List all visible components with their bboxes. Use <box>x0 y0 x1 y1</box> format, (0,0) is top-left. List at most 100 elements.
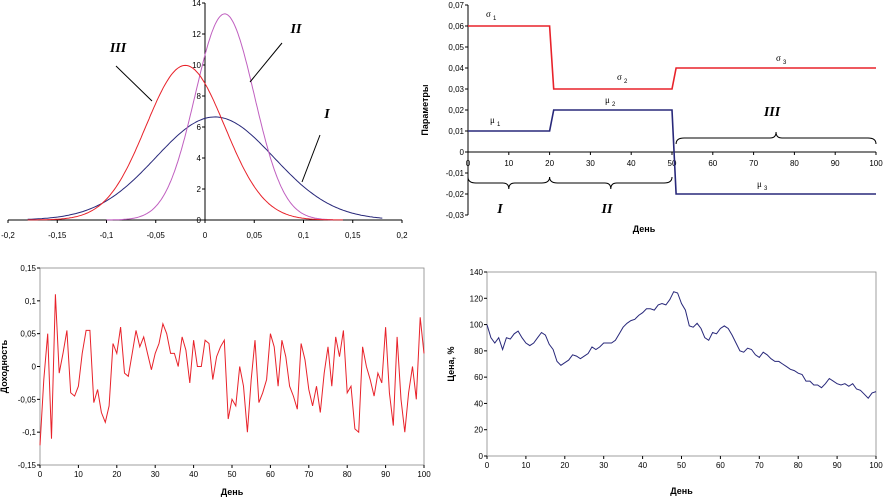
x-axis-title: День <box>221 487 244 497</box>
x-tick-label: 60 <box>716 461 725 470</box>
y-tick-label: 60 <box>474 373 483 382</box>
x-tick-label: 0,1 <box>298 231 310 240</box>
y-tick-label: 0,03 <box>448 85 464 94</box>
x-tick-label: 100 <box>869 461 883 470</box>
x-tick-label: 90 <box>833 461 842 470</box>
region-label-ii: II <box>601 202 613 217</box>
y-tick-label: -0,05 <box>18 395 37 404</box>
x-tick-label: 30 <box>586 159 595 168</box>
x-tick-label: 100 <box>417 470 431 479</box>
y-axis-title: Цена, % <box>446 346 456 381</box>
y-tick-label: 12 <box>192 30 201 39</box>
density-curve-ii <box>106 13 334 221</box>
label-curve-iii: III <box>109 41 127 56</box>
x-tick-label: 10 <box>504 159 513 168</box>
y-tick-label: 0,05 <box>20 330 36 339</box>
mu1-label-subscript: 1 <box>497 122 501 128</box>
leader-line-ii <box>249 42 283 83</box>
mu3-label: μ <box>757 179 762 189</box>
label-curve-ii: II <box>290 22 302 37</box>
sigma1-label-subscript: 1 <box>493 16 497 22</box>
y-tick-label: -0,01 <box>446 169 465 178</box>
sigma1-label: σ <box>486 9 491 19</box>
y-tick-label: 0,05 <box>448 43 464 52</box>
brace-region-i <box>467 176 551 190</box>
y-tick-label: 0,02 <box>448 106 464 115</box>
y-axis-title: Параметры <box>420 84 430 135</box>
x-tick-label: 50 <box>668 159 677 168</box>
x-tick-label: 30 <box>151 470 160 479</box>
y-tick-label: 20 <box>474 426 483 435</box>
x-tick-label: 0,05 <box>246 231 262 240</box>
param-line-sigma <box>468 25 876 90</box>
y-tick-label: 100 <box>470 321 484 330</box>
y-tick-label: 6 <box>197 123 202 132</box>
x-tick-label: 0 <box>485 461 490 470</box>
y-tick-label: -0,15 <box>18 461 37 470</box>
sigma3-label-subscript: 3 <box>783 60 787 66</box>
y-tick-label: 10 <box>192 61 201 70</box>
sigma3-label: σ <box>776 53 781 63</box>
x-tick-label: 90 <box>381 470 390 479</box>
y-tick-label: 80 <box>474 347 483 356</box>
y-tick-label: 140 <box>470 268 484 277</box>
y-tick-label: -0,1 <box>22 428 36 437</box>
x-tick-label: 70 <box>749 159 758 168</box>
y-tick-label: 0,15 <box>20 264 36 273</box>
y-axis-title: Доходность <box>0 339 9 393</box>
mu2-label-subscript: 2 <box>612 102 616 108</box>
label-curve-i: I <box>323 107 330 122</box>
x-axis-title: День <box>633 224 656 234</box>
leader-line-i <box>301 134 321 183</box>
density-curve-iii <box>27 64 343 221</box>
x-tick-label: 40 <box>627 159 636 168</box>
x-tick-label: 30 <box>599 461 608 470</box>
y-tick-label: -0,03 <box>446 211 465 220</box>
brace-region-ii <box>549 176 673 190</box>
x-tick-label: 0 <box>38 470 43 479</box>
region-label-i: I <box>496 202 503 217</box>
density-curve-i <box>27 116 383 220</box>
leader-line-iii <box>115 65 153 102</box>
y-tick-label: 0,04 <box>448 64 464 73</box>
x-axis-title: День <box>670 486 693 496</box>
x-tick-label: 60 <box>708 159 717 168</box>
y-tick-label: 14 <box>192 0 201 8</box>
x-tick-label: 20 <box>112 470 121 479</box>
x-tick-label: 70 <box>755 461 764 470</box>
x-tick-label: 40 <box>189 470 198 479</box>
brace-region-iii <box>675 131 877 145</box>
y-tick-label: 0 <box>479 452 484 461</box>
x-tick-label: -0,05 <box>147 231 166 240</box>
x-tick-label: 0 <box>466 159 471 168</box>
series-line-returns <box>39 294 425 446</box>
y-tick-label: 0,07 <box>448 1 464 10</box>
series-line-price <box>486 291 877 399</box>
region-label-iii: III <box>763 105 781 120</box>
x-tick-label: 20 <box>545 159 554 168</box>
x-tick-label: 70 <box>304 470 313 479</box>
y-tick-label: 4 <box>197 154 202 163</box>
x-tick-label: 50 <box>228 470 237 479</box>
mu3-label-subscript: 3 <box>764 186 768 192</box>
y-tick-label: 40 <box>474 399 483 408</box>
y-tick-label: 0 <box>197 216 202 225</box>
x-tick-label: 90 <box>831 159 840 168</box>
y-tick-label: -0,02 <box>446 190 465 199</box>
x-tick-label: 100 <box>869 159 883 168</box>
mu1-label: μ <box>490 115 495 125</box>
mu2-label: μ <box>605 95 610 105</box>
x-tick-label: 0 <box>203 231 208 240</box>
x-tick-label: -0,15 <box>48 231 67 240</box>
y-tick-label: 0,06 <box>448 22 464 31</box>
x-tick-label: 20 <box>560 461 569 470</box>
x-tick-label: 80 <box>794 461 803 470</box>
y-tick-label: 8 <box>197 92 202 101</box>
y-tick-label: 0 <box>32 363 37 372</box>
x-tick-label: 50 <box>677 461 686 470</box>
sigma2-label-subscript: 2 <box>624 79 628 85</box>
sigma2-label: σ <box>617 72 622 82</box>
x-tick-label: 60 <box>266 470 275 479</box>
x-tick-label: 40 <box>638 461 647 470</box>
